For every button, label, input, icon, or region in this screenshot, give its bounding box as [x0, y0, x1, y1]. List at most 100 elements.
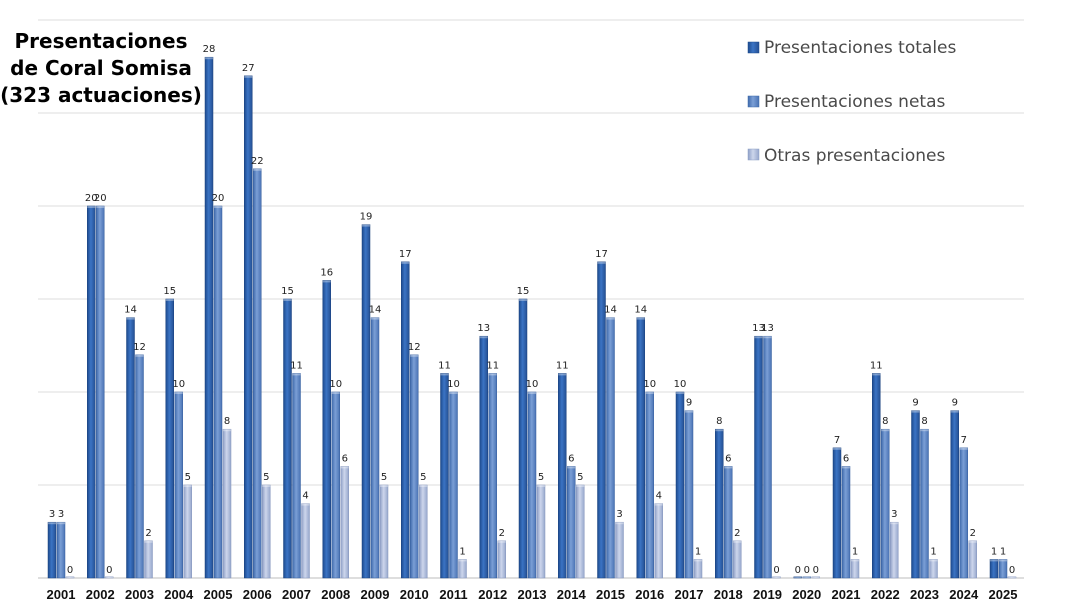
bar-2018-otras	[733, 540, 742, 579]
bar-2024-totales	[950, 410, 959, 579]
title-line-3: (323 actuaciones)	[0, 83, 202, 107]
bar-2003-netas	[135, 354, 144, 579]
bar-cap	[253, 168, 262, 171]
bar-cap	[558, 373, 567, 376]
data-label: 2	[734, 528, 740, 539]
data-label: 20	[94, 193, 107, 204]
data-label: 1	[852, 546, 858, 557]
legend: Presentaciones totales Presentaciones ne…	[747, 38, 956, 166]
x-tick-label: 2019	[753, 587, 782, 602]
data-label: 17	[399, 249, 412, 260]
bar-2017-netas	[684, 410, 694, 579]
data-label: 1	[695, 546, 701, 557]
data-label: 4	[656, 491, 662, 502]
x-axis-ticks: 2001 2002 2003 2004 2005 2006 2007 2008 2009 2010…	[47, 587, 1018, 602]
data-label: 0	[67, 565, 73, 576]
bar-2002-netas	[96, 205, 105, 579]
bar-2013-totales	[518, 298, 528, 579]
data-labels: 3 302020014122151052820827225151141610619…	[49, 44, 1015, 576]
bar-cap	[440, 373, 449, 376]
data-label: 0	[106, 565, 112, 576]
bar-cap	[733, 540, 742, 543]
data-label: 10	[172, 379, 185, 390]
bars	[47, 56, 1017, 579]
bar-2021-netas	[841, 466, 851, 579]
bar-cap	[999, 559, 1007, 562]
bar-2004-netas	[174, 391, 183, 579]
bar-2001-netas	[56, 521, 66, 579]
bar-2003-totales	[126, 317, 135, 579]
x-tick-label: 2018	[714, 587, 743, 602]
data-label: 6	[342, 453, 348, 464]
data-label: 7	[961, 435, 967, 446]
bar-cap	[362, 224, 370, 227]
title-line-2: de Coral Somisa	[10, 56, 192, 80]
x-tick-label: 2009	[361, 587, 390, 602]
bar-2016-otras	[654, 503, 663, 579]
bar-2002-otras	[105, 576, 114, 579]
bar-cap	[57, 522, 65, 525]
data-label: 0	[773, 565, 779, 576]
x-tick-label: 2021	[832, 587, 861, 602]
data-label: 16	[320, 267, 333, 278]
bar-cap	[528, 392, 536, 394]
bar-cap	[537, 485, 545, 487]
x-tick-label: 2004	[164, 587, 194, 602]
data-label: 2	[499, 528, 505, 539]
x-tick-label: 2001	[47, 587, 76, 602]
x-tick-label: 2025	[989, 587, 1018, 602]
bar-cap	[165, 299, 174, 301]
bar-2014-totales	[558, 373, 567, 579]
data-label: 2	[970, 528, 976, 539]
legend-swatch-totales	[747, 41, 760, 54]
bar-cap	[401, 261, 410, 264]
bar-cap	[793, 576, 802, 578]
bar-2023-netas	[920, 428, 929, 579]
bar-2011-otras	[458, 559, 467, 579]
bar-2022-otras	[890, 521, 899, 579]
data-label: 11	[486, 360, 499, 371]
bar-cap	[262, 485, 271, 487]
bar-2009-netas	[370, 317, 380, 579]
x-tick-label: 2013	[518, 587, 547, 602]
data-label: 5	[263, 472, 269, 483]
data-label: 1	[459, 546, 465, 557]
data-label: 3	[58, 509, 64, 520]
bar-2005-otras	[222, 428, 232, 579]
bar-2022-totales	[872, 373, 881, 579]
data-label: 11	[870, 360, 883, 371]
bar-cap	[292, 373, 301, 376]
x-tick-label: 2024	[949, 587, 979, 602]
data-label: 14	[124, 305, 137, 316]
bar-cap	[890, 522, 899, 525]
data-label: 1	[991, 546, 997, 557]
x-tick-label: 2017	[675, 587, 704, 602]
bar-cap	[959, 447, 968, 450]
bar-2008-otras	[340, 466, 349, 579]
bar-2021-otras	[850, 559, 860, 579]
bar-cap	[929, 559, 938, 562]
bar-cap	[223, 429, 231, 432]
legend-label-otras: Otras presentaciones	[764, 146, 945, 166]
bar-2012-otras	[497, 540, 506, 579]
data-label: 1	[1000, 546, 1006, 557]
bar-cap	[968, 540, 977, 543]
bar-2006-otras	[262, 484, 271, 579]
bar-2005-totales	[204, 56, 214, 579]
data-label: 3	[891, 509, 897, 520]
bar-2004-totales	[165, 298, 174, 579]
bar-2020-totales	[793, 576, 802, 579]
bar-cap	[606, 317, 615, 320]
data-label: 3	[49, 509, 55, 520]
bar-2007-otras	[301, 503, 310, 579]
bar-2013-netas	[527, 391, 537, 579]
bar-2004-otras	[183, 484, 192, 579]
bar-cap	[488, 373, 497, 376]
bar-cap	[911, 410, 920, 413]
bar-2007-netas	[292, 373, 301, 579]
chart-title: Presentaciones de Coral Somisa (323 actu…	[0, 29, 202, 107]
bar-2020-otras	[811, 576, 820, 579]
data-label: 1	[930, 546, 936, 557]
bar-cap	[244, 75, 253, 78]
